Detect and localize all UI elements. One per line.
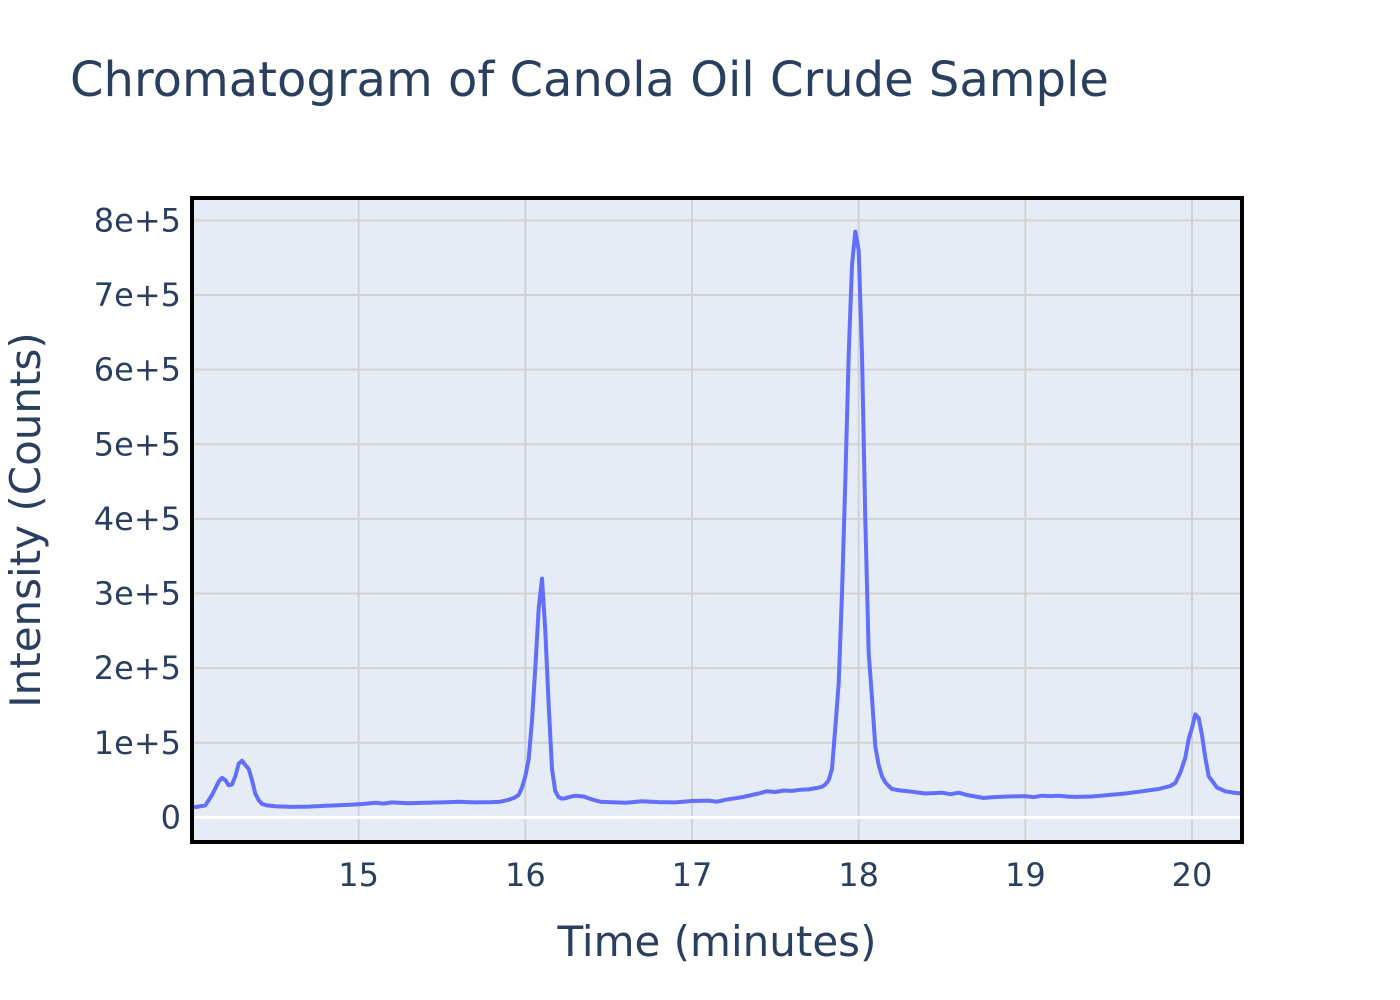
x-tick-label: 19 bbox=[1005, 856, 1046, 894]
y-tick-label: 6e+5 bbox=[94, 351, 181, 389]
x-tick-label: 17 bbox=[672, 856, 713, 894]
x-axis-title: Time (minutes) bbox=[557, 917, 877, 966]
y-tick-label: 1e+5 bbox=[94, 724, 181, 762]
series-line bbox=[192, 229, 1242, 810]
y-tick-labels: 0 1e+5 2e+5 3e+5 4e+5 5e+5 6e+5 7e+5 8e+5 bbox=[94, 201, 181, 836]
plot-frame bbox=[190, 196, 1244, 844]
y-tick-label: 4e+5 bbox=[94, 500, 181, 538]
y-tick-label: 7e+5 bbox=[94, 276, 181, 314]
y-tick-label: 5e+5 bbox=[94, 425, 181, 463]
y-gridlines bbox=[192, 219, 1242, 819]
x-tick-label: 15 bbox=[338, 856, 379, 894]
y-tick-label: 8e+5 bbox=[94, 201, 181, 239]
plot-background bbox=[192, 198, 1242, 842]
y-tick-label: 2e+5 bbox=[94, 649, 181, 687]
y-tick-label: 3e+5 bbox=[94, 575, 181, 613]
x-tick-label: 20 bbox=[1172, 856, 1213, 894]
x-tick-label: 18 bbox=[838, 856, 879, 894]
x-tick-labels: 15 16 17 18 19 20 bbox=[338, 856, 1212, 894]
y-axis-title: Intensity (Counts) bbox=[1, 332, 50, 708]
chart-title: Chromatogram of Canola Oil Crude Sample bbox=[70, 52, 1109, 108]
x-tick-label: 16 bbox=[505, 856, 546, 894]
series-layer bbox=[192, 229, 1242, 810]
y-tick-label: 0 bbox=[161, 798, 181, 836]
